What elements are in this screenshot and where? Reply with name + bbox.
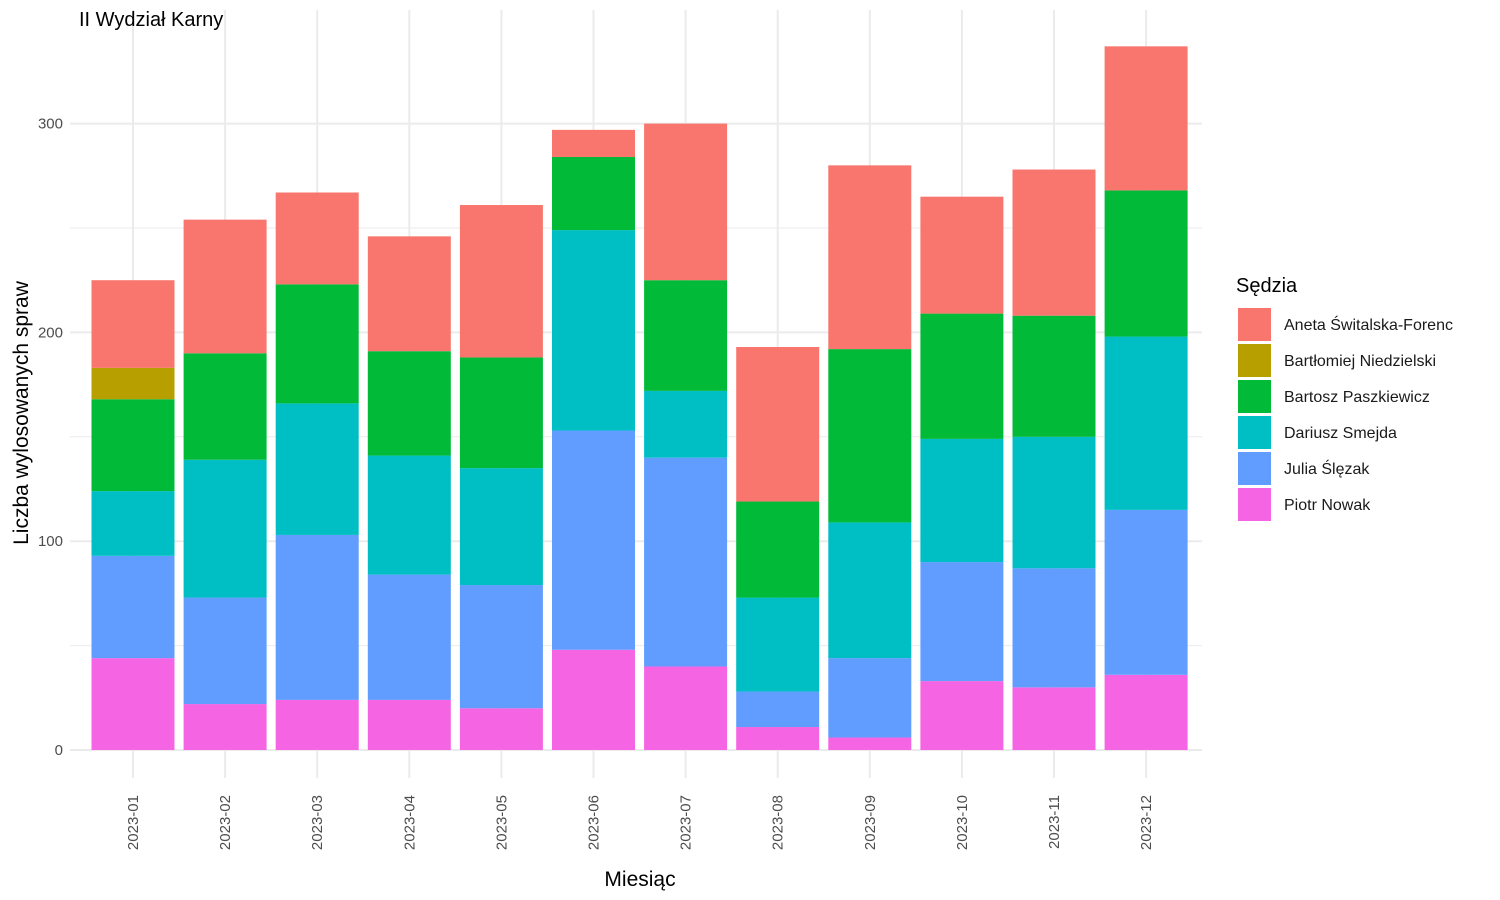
x-tick-label: 2023-01: [125, 795, 142, 850]
bar-segment-2023-02: [183, 459, 267, 598]
bar-segment-2023-12: [1104, 509, 1188, 675]
x-tick-label: 2023-12: [1138, 795, 1155, 850]
bar-segment-2023-05: [459, 205, 543, 358]
bar-segment-2023-09: [828, 522, 912, 659]
bar-segment-2023-11: [1012, 687, 1096, 750]
bar-segment-2023-03: [275, 699, 359, 750]
x-axis-title: Miesiąc: [604, 868, 675, 891]
bar-segment-2023-02: [183, 353, 267, 460]
bar-segment-2023-01: [91, 367, 175, 400]
x-tick-label: 2023-11: [1046, 795, 1063, 849]
bar-segment-2023-11: [1012, 315, 1096, 437]
bar-segment-2023-02: [183, 219, 267, 354]
bar-segment-2023-10: [920, 196, 1004, 314]
bar-segment-2023-08: [736, 347, 820, 502]
bar-segment-2023-10: [920, 562, 1004, 682]
x-tick-label: 2023-05: [493, 795, 510, 850]
bar-segment-2023-03: [275, 192, 359, 285]
bar-segment-2023-06: [552, 430, 635, 650]
x-tick-label: 2023-07: [678, 795, 695, 850]
bar-segment-2023-05: [459, 585, 543, 709]
legend-label: Aneta Świtalska-Forenc: [1284, 315, 1453, 334]
bar-segment-2023-07: [644, 390, 728, 458]
y-tick-label: 300: [38, 116, 63, 133]
bar-segment-2023-07: [644, 123, 728, 281]
bar-segment-2023-10: [920, 681, 1004, 750]
legend-key: [1238, 380, 1271, 413]
bar-segment-2023-08: [736, 597, 820, 692]
x-tick-label: 2023-10: [954, 795, 971, 850]
y-tick-label: 200: [38, 324, 63, 341]
bar-segment-2023-06: [552, 129, 635, 158]
bar-segment-2023-01: [91, 658, 175, 750]
bar-segment-2023-12: [1104, 46, 1188, 191]
bar-segment-2023-11: [1012, 169, 1096, 316]
x-tick-label: 2023-06: [586, 795, 603, 850]
y-axis-title: Liczba wylosowanych spraw: [10, 280, 33, 545]
bar-segment-2023-07: [644, 280, 728, 391]
legend-key: [1238, 452, 1271, 485]
bar-segment-2023-06: [552, 649, 635, 750]
legend-label: Piotr Nowak: [1284, 497, 1371, 514]
bar-segment-2023-06: [552, 157, 635, 231]
y-tick-label: 100: [38, 533, 63, 550]
bar-segment-2023-03: [275, 284, 359, 404]
legend-label: Bartosz Paszkiewicz: [1284, 389, 1430, 406]
bar-segment-2023-03: [275, 534, 359, 700]
bar-segment-2023-05: [459, 357, 543, 469]
bar-segment-2023-02: [183, 704, 267, 750]
bar-segment-2023-04: [367, 699, 451, 750]
bar-segment-2023-11: [1012, 436, 1096, 569]
x-tick-label: 2023-09: [862, 795, 879, 850]
legend-key: [1238, 488, 1271, 521]
bars: [91, 46, 1188, 750]
bar-segment-2023-08: [736, 691, 820, 728]
legend-label: Bartłomiej Niedzielski: [1284, 353, 1436, 370]
x-tick-label: 2023-03: [309, 795, 326, 850]
x-axis: 2023-01 2023-02 2023-03 2023-04 2023-05 2023-…: [125, 795, 1155, 850]
y-tick-label: 0: [55, 742, 63, 759]
bar-segment-2023-01: [91, 280, 175, 368]
bar-segment-2023-05: [459, 468, 543, 586]
bar-segment-2023-10: [920, 438, 1004, 563]
chart-title: II Wydział Karny: [79, 9, 223, 31]
bar-segment-2023-03: [275, 403, 359, 535]
bar-segment-2023-01: [91, 555, 175, 659]
legend-items: Aneta Świtalska-Forenc Bartłomiej Niedzie…: [1238, 308, 1453, 521]
bar-segment-2023-12: [1104, 674, 1188, 750]
bar-segment-2023-04: [367, 351, 451, 456]
legend-key: [1238, 344, 1271, 377]
legend-label: Julia Ślęzak: [1284, 459, 1370, 478]
legend-key: [1238, 416, 1271, 449]
y-axis: 0 100 200 300: [38, 116, 63, 759]
legend-key: [1238, 308, 1271, 341]
bar-segment-2023-12: [1104, 190, 1188, 337]
bar-segment-2023-04: [367, 574, 451, 700]
bar-segment-2023-11: [1012, 568, 1096, 688]
x-tick-label: 2023-08: [770, 795, 787, 850]
bar-segment-2023-04: [367, 236, 451, 352]
legend-title: Sędzia: [1236, 275, 1298, 297]
legend-label: Dariusz Smejda: [1284, 425, 1397, 442]
bar-segment-2023-09: [828, 165, 912, 350]
bar-segment-2023-02: [183, 597, 267, 705]
bar-segment-2023-08: [736, 501, 820, 598]
bar-segment-2023-12: [1104, 336, 1188, 510]
bar-segment-2023-07: [644, 666, 728, 750]
x-tick-label: 2023-02: [217, 795, 234, 850]
bar-segment-2023-08: [736, 727, 820, 750]
bar-segment-2023-10: [920, 313, 1004, 439]
bar-segment-2023-01: [91, 399, 175, 492]
bar-segment-2023-09: [828, 737, 912, 750]
bar-segment-2023-01: [91, 491, 175, 556]
bar-segment-2023-09: [828, 349, 912, 523]
bar-segment-2023-07: [644, 457, 728, 667]
bar-segment-2023-09: [828, 658, 912, 738]
legend: Sędzia Aneta Świtalska-Forenc Bartłomiej …: [1236, 275, 1453, 521]
bar-segment-2023-06: [552, 230, 635, 431]
bar-segment-2023-04: [367, 455, 451, 575]
bar-segment-2023-05: [459, 708, 543, 750]
x-tick-label: 2023-04: [401, 795, 418, 850]
